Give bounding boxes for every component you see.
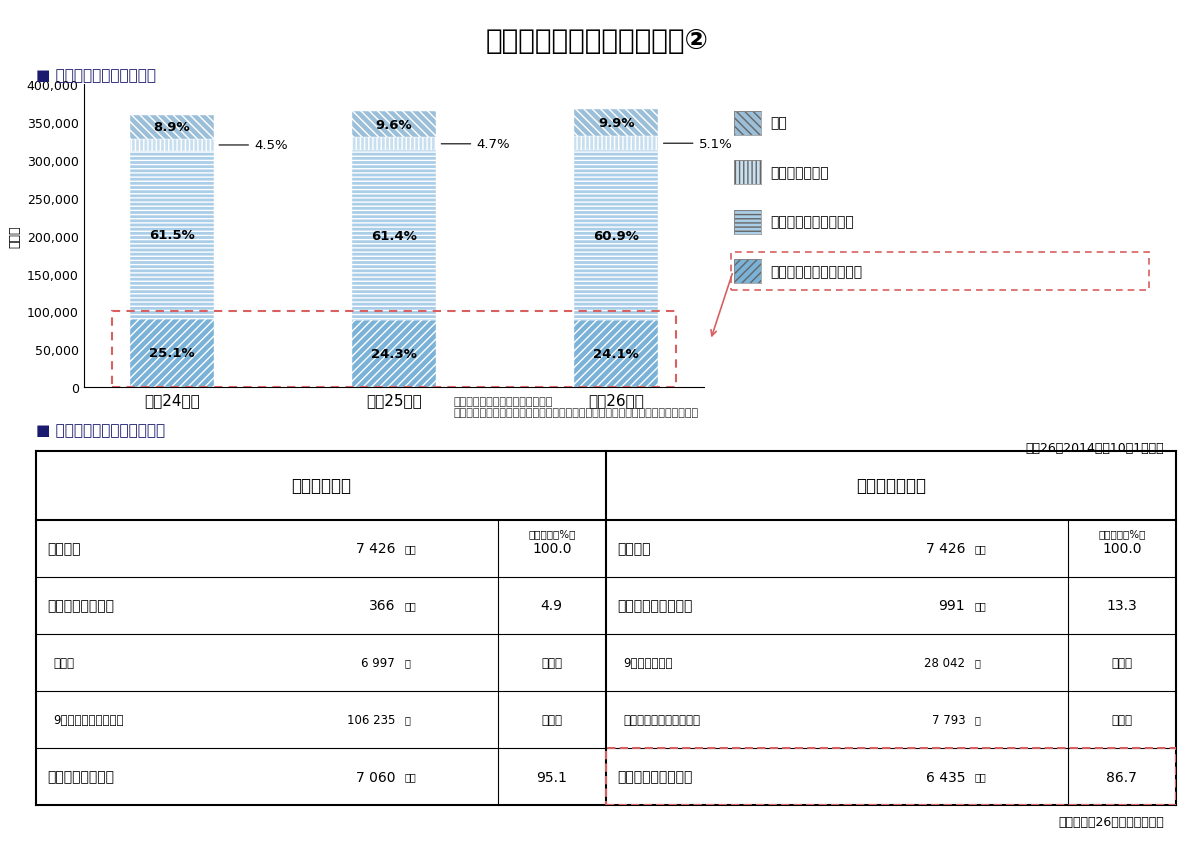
Text: 13.3: 13.3 [1107,599,1138,613]
Text: 医療機関での看取りの状況②: 医療機関での看取りの状況② [486,27,708,55]
Text: 61.5%: 61.5% [149,229,195,242]
Text: 24.3%: 24.3% [371,348,417,360]
Text: ・・・: ・・・ [541,713,562,726]
Text: 8.9%: 8.9% [154,121,190,134]
Text: 7 426: 7 426 [925,542,965,556]
Text: 28 042: 28 042 [924,656,965,669]
Text: 平成26（2014）年10月1日現在: 平成26（2014）年10月1日現在 [1026,441,1164,454]
Text: 出典　厚生労働省人口動態統計、
　　　がん診療連携拠点病院現況報告のデータに基づいてがん・疾病対策課で作成: 出典 厚生労働省人口動態統計、 がん診療連携拠点病院現況報告のデータに基づいてが… [454,396,698,417]
Text: ■ がん患者の看取りの場所: ■ がん患者の看取りの場所 [36,68,156,83]
Bar [574,137,658,151]
Text: 100.0: 100.0 [1102,542,1141,556]
Text: ・・・: ・・・ [1112,713,1132,726]
Text: 4.5%: 4.5% [219,140,288,153]
Text: 4.9: 4.9 [541,599,562,613]
Text: 施設: 施設 [974,601,986,611]
Text: 施設: 施設 [974,544,986,554]
Text: ■ 一般病院の緩和ケアの状況: ■ 一般病院の緩和ケアの状況 [36,423,165,438]
Text: 7 793: 7 793 [931,713,965,726]
Bar [574,151,658,320]
Text: 緩和ケア病棟: 緩和ケア病棟 [291,477,351,495]
Text: 自宅: 自宅 [770,117,787,130]
Bar [607,748,1176,805]
Text: 出典　平成26年医療施設調査: 出典 平成26年医療施設調査 [1058,815,1164,828]
Text: 6 997: 6 997 [362,656,395,669]
Text: 24.1%: 24.1% [593,348,639,360]
Text: 5.1%: 5.1% [664,137,732,151]
Text: ・・・: ・・・ [541,656,562,669]
Y-axis label: （人）: （人） [8,225,21,248]
Text: 拠点病院等以外の病院: 拠点病院等以外の病院 [770,216,854,229]
Text: 一般病院: 一般病院 [48,542,81,556]
Text: 100.0: 100.0 [533,542,572,556]
Text: 95.1: 95.1 [536,769,567,784]
Bar [130,115,214,140]
Bar [352,138,436,151]
Text: 床: 床 [404,658,410,668]
Text: 25.1%: 25.1% [149,347,195,360]
Text: 緩和ケアチームあり: 緩和ケアチームあり [617,599,693,613]
Text: 4.7%: 4.7% [442,138,510,151]
Text: 86.7: 86.7 [1107,769,1138,784]
Text: 人: 人 [974,715,980,724]
Text: 病床数: 病床数 [53,656,74,669]
Text: 9月中の患者数: 9月中の患者数 [623,656,672,669]
Bar [130,320,214,388]
Text: 366: 366 [369,599,395,613]
Text: 991: 991 [938,599,965,613]
Bar [130,140,214,152]
Text: 一般病院: 一般病院 [617,542,651,556]
Text: 施設: 施設 [404,772,416,781]
Bar [352,112,436,138]
Text: 6 435: 6 435 [925,769,965,784]
Text: 緩和ケアチームなし: 緩和ケアチームなし [617,769,693,784]
Text: 施設: 施設 [404,544,416,554]
Bar [130,152,214,320]
Text: 9月中の取扱患者延数: 9月中の取扱患者延数 [53,713,123,726]
Text: 61.4%: 61.4% [371,229,417,242]
Text: 緩和ケア病棟あり: 緩和ケア病棟あり [48,599,115,613]
Text: 構成割合（%）: 構成割合（%） [1098,529,1145,538]
Text: 9.9%: 9.9% [598,117,634,130]
Text: 人: 人 [404,715,410,724]
Bar [574,109,658,137]
Bar [352,320,436,388]
Text: 構成割合（%）: 構成割合（%） [528,529,576,538]
Text: 人: 人 [974,658,980,668]
Text: 緩和ケア病棟なし: 緩和ケア病棟なし [48,769,115,784]
Bar [112,312,676,388]
Text: 7 426: 7 426 [356,542,395,556]
Text: （再掲）新規依頼患者数: （再掲）新規依頼患者数 [623,713,700,726]
Text: 106 235: 106 235 [346,713,395,726]
Text: 60.9%: 60.9% [593,229,639,242]
Text: 施設: 施設 [974,772,986,781]
Text: 診療所、老健等: 診療所、老健等 [770,166,829,180]
Bar [574,320,658,388]
Text: がん診療連携拠点病院等: がん診療連携拠点病院等 [770,265,862,279]
Text: 7 060: 7 060 [356,769,395,784]
Text: 9.6%: 9.6% [376,118,412,131]
Bar [352,151,436,320]
Text: ・・・: ・・・ [1112,656,1132,669]
Text: 緩和ケアチーム: 緩和ケアチーム [856,477,927,495]
Text: 施設: 施設 [404,601,416,611]
